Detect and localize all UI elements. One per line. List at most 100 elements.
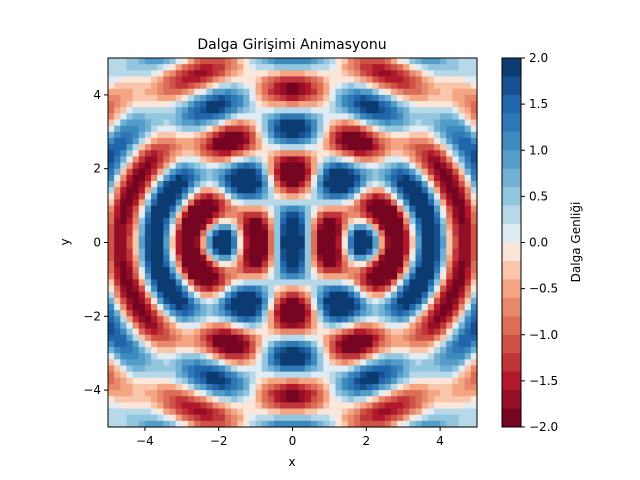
heatmap-cell (255, 353, 263, 360)
heatmap-cell (403, 347, 410, 354)
heatmap-cell (212, 211, 220, 219)
heatmap-cell (206, 242, 214, 250)
heatmap-cell (132, 420, 140, 428)
heatmap-cell (163, 156, 171, 164)
heatmap-cell (347, 402, 355, 410)
heatmap-cell (126, 101, 134, 108)
heatmap-cell (187, 291, 195, 299)
heatmap-cell (421, 340, 429, 348)
heatmap-cell (151, 322, 158, 330)
heatmap-cell (157, 76, 164, 84)
heatmap-cell (427, 174, 435, 182)
heatmap-cell (280, 420, 287, 428)
heatmap-cell (378, 224, 386, 231)
heatmap-cell (286, 224, 294, 231)
colorbar-axis: 2.01.51.00.50.0−0.5−1.0−1.5−2.0 (521, 51, 558, 434)
heatmap-cell (378, 420, 386, 428)
heatmap-cell (421, 291, 429, 299)
heatmap-cell (243, 211, 251, 219)
heatmap-cell (274, 125, 281, 133)
heatmap-cell (360, 260, 367, 268)
heatmap-cell (298, 76, 306, 84)
heatmap-cell (212, 242, 220, 250)
heatmap-cell (458, 181, 466, 188)
heatmap-cell (132, 408, 140, 416)
heatmap-cell (440, 224, 447, 231)
heatmap-cell (280, 340, 287, 348)
heatmap-cell (317, 76, 324, 84)
heatmap-cell (218, 131, 226, 139)
heatmap-cell (138, 297, 146, 305)
heatmap-cell (237, 420, 244, 428)
heatmap-cell (163, 254, 171, 262)
heatmap-cell (298, 181, 306, 188)
heatmap-cell (175, 156, 183, 164)
heatmap-cell (194, 76, 201, 84)
heatmap-cell (114, 174, 121, 182)
heatmap-cell (255, 414, 263, 422)
heatmap-cell (452, 254, 460, 262)
heatmap-cell (132, 193, 140, 201)
heatmap-cell (341, 137, 349, 145)
heatmap-cell (329, 310, 337, 317)
heatmap-cell (397, 76, 404, 84)
heatmap-cell (452, 82, 460, 90)
heatmap-cell (452, 113, 460, 121)
heatmap-cell (354, 70, 361, 78)
heatmap-cell (194, 107, 201, 114)
heatmap-cell (267, 414, 275, 422)
heatmap-cell (243, 70, 251, 78)
heatmap-cell (304, 174, 312, 182)
heatmap-cell (329, 137, 337, 145)
heatmap-cell (415, 107, 423, 114)
heatmap-cell (415, 248, 423, 256)
heatmap-cell (200, 162, 207, 170)
heatmap-cell (317, 383, 324, 391)
heatmap-cell (132, 217, 140, 225)
heatmap-cell (384, 310, 392, 317)
heatmap-cell (440, 328, 447, 336)
heatmap-cell (114, 193, 121, 201)
heatmap-cell (323, 70, 330, 78)
heatmap-cell (218, 101, 226, 108)
heatmap-cell (224, 310, 232, 317)
heatmap-cell (421, 144, 429, 151)
heatmap-cell (212, 310, 220, 317)
heatmap-cell (280, 390, 287, 397)
heatmap-cell (237, 199, 244, 207)
heatmap-cell (231, 217, 238, 225)
heatmap-cell (108, 285, 115, 293)
heatmap-cell (231, 402, 238, 410)
heatmap-cell (366, 347, 374, 354)
heatmap-cell (108, 353, 115, 360)
heatmap-cell (274, 414, 281, 422)
heatmap-cell (181, 328, 189, 336)
heatmap-cell (347, 316, 355, 324)
heatmap-cell (255, 181, 263, 188)
chart-title: Dalga Girişimi Animasyonu (197, 37, 386, 53)
heatmap-cell (366, 162, 374, 170)
heatmap-cell (323, 193, 330, 201)
heatmap-cell (126, 279, 134, 287)
heatmap-cell (157, 285, 164, 293)
heatmap-cell (218, 150, 226, 157)
heatmap-cell (433, 414, 441, 422)
heatmap-cell (397, 304, 404, 311)
heatmap-cell (212, 70, 220, 78)
heatmap-cell (390, 297, 398, 305)
heatmap-cell (175, 70, 183, 78)
heatmap-cell (317, 224, 324, 231)
heatmap-cell (212, 383, 220, 391)
heatmap-cell (452, 101, 460, 108)
heatmap-cell (231, 137, 238, 145)
heatmap-cell (446, 359, 453, 367)
heatmap-cell (403, 248, 410, 256)
heatmap-cell (218, 322, 226, 330)
heatmap-cell (200, 181, 207, 188)
heatmap-cell (452, 125, 460, 133)
heatmap-cell (267, 322, 275, 330)
heatmap-cell (200, 260, 207, 268)
heatmap-cell (335, 242, 343, 250)
heatmap-cell (421, 334, 429, 342)
heatmap-cell (108, 297, 115, 305)
